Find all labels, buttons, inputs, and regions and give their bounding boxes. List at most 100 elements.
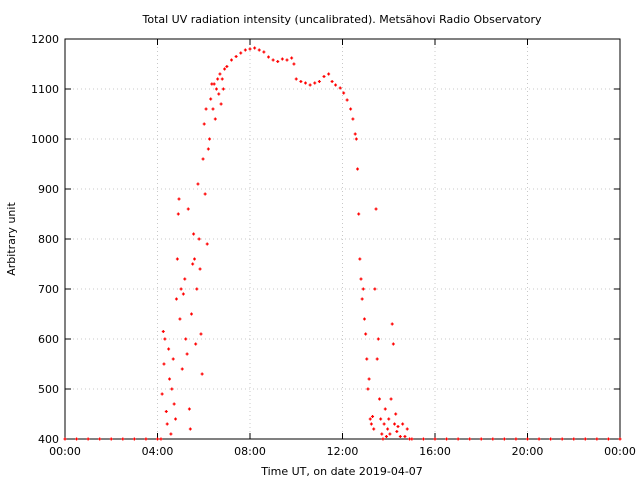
data-point [373, 287, 377, 291]
data-point [391, 342, 395, 346]
data-point [276, 60, 280, 63]
data-point [156, 437, 159, 441]
data-point [203, 192, 207, 196]
data-point [366, 387, 370, 391]
data-point [262, 50, 266, 54]
data-point [526, 437, 529, 441]
data-point [410, 437, 414, 441]
data-point [220, 77, 224, 81]
data-point [178, 317, 182, 321]
data-point [479, 437, 483, 441]
data-point [199, 332, 203, 336]
data-point [308, 83, 312, 87]
data-point [365, 357, 369, 361]
data-point [216, 77, 220, 81]
data-point [180, 367, 184, 371]
data-point [195, 287, 199, 291]
data-point [211, 107, 215, 111]
data-point [537, 437, 541, 441]
data-point [358, 257, 362, 261]
data-point [338, 86, 342, 90]
data-point [398, 435, 402, 438]
data-point [371, 415, 375, 418]
data-point [468, 437, 472, 441]
data-point [317, 80, 321, 83]
data-point [514, 437, 518, 441]
data-point [364, 332, 368, 336]
data-point [290, 56, 294, 60]
data-point [202, 122, 206, 126]
data-point [223, 67, 227, 71]
data-point [421, 437, 425, 441]
data-point [433, 437, 437, 441]
x-tick-label: 16:00 [419, 445, 451, 458]
data-point [170, 387, 174, 391]
data-point [380, 432, 384, 436]
y-tick-label: 400 [38, 433, 59, 446]
data-point [160, 392, 164, 396]
data-point [401, 422, 405, 426]
data-point [383, 407, 387, 411]
y-tick-label: 1200 [31, 33, 59, 46]
data-point [209, 97, 213, 101]
data-point [197, 237, 201, 241]
data-point [403, 435, 407, 438]
data-point [218, 72, 222, 76]
data-point [164, 410, 168, 413]
data-point [132, 437, 136, 441]
data-point [248, 47, 252, 51]
data-point [161, 330, 165, 333]
data-point [172, 402, 176, 406]
data-point [175, 257, 179, 261]
data-point [98, 437, 102, 441]
data-point [394, 412, 398, 416]
data-point [390, 322, 394, 326]
data-point [189, 312, 193, 316]
y-tick-label: 1100 [31, 83, 59, 96]
data-point [230, 58, 233, 62]
data-point [194, 342, 198, 346]
data-point [572, 437, 576, 441]
data-point [243, 48, 247, 52]
data-point [184, 337, 188, 341]
data-point [389, 397, 393, 401]
data-point [174, 297, 178, 301]
data-point [292, 62, 296, 66]
data-point [208, 137, 212, 141]
data-point [382, 422, 386, 426]
data-point [186, 207, 190, 211]
data-point [369, 422, 373, 426]
data-point [221, 87, 225, 91]
y-tick-label: 500 [38, 383, 59, 396]
data-point [217, 92, 221, 96]
data-point [357, 212, 361, 216]
data-point [388, 432, 392, 436]
data-point [212, 82, 216, 86]
data-point [376, 337, 380, 341]
data-point [386, 427, 390, 431]
data-point [372, 427, 376, 431]
data-point [304, 81, 307, 85]
data-point [353, 132, 357, 136]
data-point [280, 57, 284, 61]
data-point [271, 58, 275, 62]
data-point [313, 81, 317, 85]
data-point [109, 437, 113, 441]
data-point [165, 422, 169, 426]
data-point [560, 437, 564, 441]
data-point [445, 437, 449, 441]
data-point [299, 80, 303, 83]
data-point [174, 417, 178, 421]
data-point [491, 437, 495, 441]
y-axis-label: Arbitrary unit [5, 202, 18, 276]
x-axis-label: Time UT, on date 2019-04-07 [260, 465, 423, 478]
data-point [200, 372, 204, 376]
data-point [349, 107, 353, 111]
data-point [345, 98, 349, 102]
x-tick-label: 12:00 [327, 445, 359, 458]
data-point [257, 48, 261, 52]
data-point [168, 377, 172, 381]
data-point [162, 362, 166, 366]
y-tick-label: 600 [38, 333, 59, 346]
